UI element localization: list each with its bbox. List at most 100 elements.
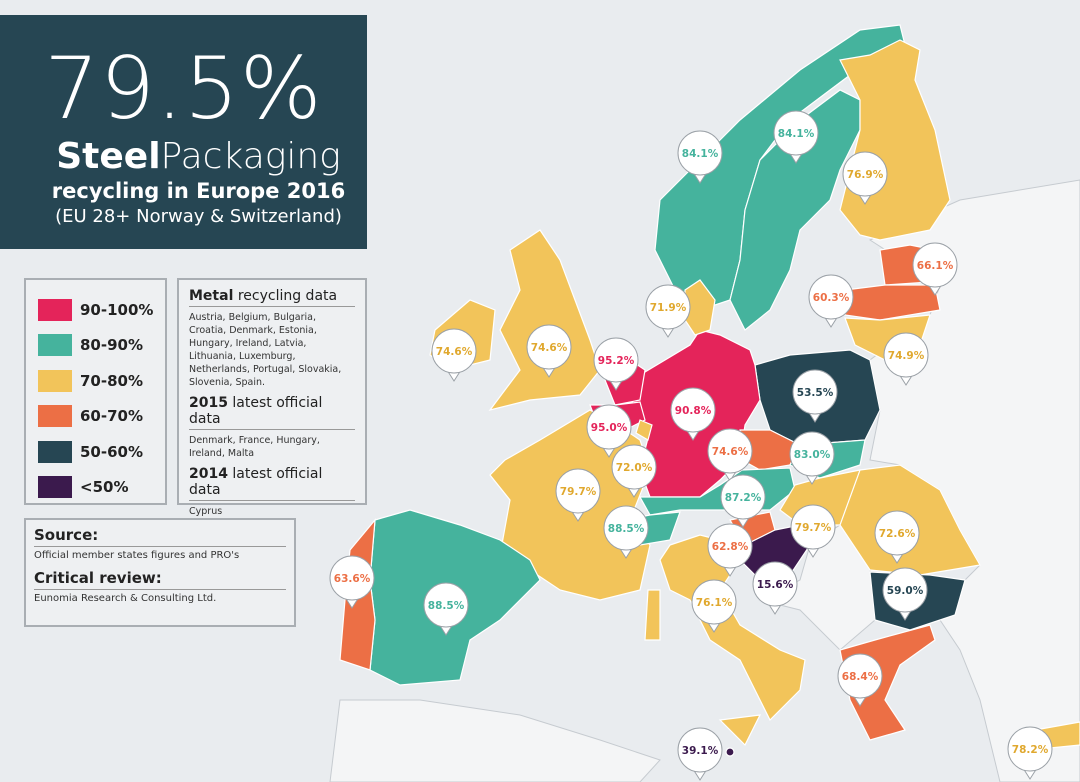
marker-label: 84.1% [778, 128, 815, 140]
marker: 72.6% [874, 510, 920, 564]
marker: 68.4% [837, 653, 883, 707]
marker: 71.9% [645, 284, 691, 338]
headline-number: 79.5% [44, 39, 323, 139]
section-title-bold: Metal [189, 288, 234, 304]
africa-land [329, 699, 661, 782]
sweden [729, 89, 861, 331]
marker-label: 79.7% [560, 486, 597, 498]
marker-label: 74.6% [436, 346, 473, 358]
marker-label: 59.0% [887, 585, 924, 597]
united-kingdom [488, 229, 601, 411]
marker: 88.5% [603, 505, 649, 559]
legend-label: 50-60% [80, 442, 144, 461]
marker: 74.6% [707, 428, 753, 482]
marker-bubble [593, 337, 639, 383]
marker: 90.8% [670, 387, 716, 441]
marker: 53.5% [792, 369, 838, 423]
marker-bubble [586, 404, 632, 450]
marker-label: 76.9% [847, 169, 884, 181]
marker: 95.2% [593, 337, 639, 391]
legend-swatch [38, 298, 72, 321]
marker: 84.1% [677, 130, 723, 184]
title: SteelPackaging [30, 137, 367, 177]
marker-bubble [707, 523, 753, 569]
luxembourg [635, 419, 653, 441]
marker: 74.6% [431, 328, 477, 382]
marker-bubble [752, 561, 798, 607]
source-box: Source: Official member states figures a… [24, 518, 296, 627]
marker: 79.7% [790, 504, 836, 558]
marker-bubble [555, 468, 601, 514]
marker-bubble [670, 387, 716, 433]
marker-label: 95.0% [591, 422, 628, 434]
legend-swatch [38, 440, 72, 463]
legend-swatch [38, 334, 72, 357]
marker-label: 15.6% [757, 579, 794, 591]
legend-swatch [38, 405, 72, 428]
legend-label: 90-100% [80, 300, 154, 319]
latvia [844, 284, 941, 321]
marker: 59.0% [882, 567, 928, 621]
marker-bubble [677, 727, 723, 773]
marker-bubble [691, 579, 737, 625]
marker-bubble [526, 324, 572, 370]
marker: 95.0% [586, 404, 632, 458]
marker: 76.1% [691, 579, 737, 633]
marker-label: 63.6% [334, 573, 371, 585]
marker-label: 78.2% [1012, 744, 1049, 756]
marker: 84.1% [773, 110, 819, 164]
marker-bubble [720, 474, 766, 520]
marker-label: 62.8% [712, 541, 749, 553]
marker-label: 66.1% [917, 260, 954, 272]
marker-label: 68.4% [842, 671, 879, 683]
legend-label: <50% [80, 478, 129, 497]
source-label: Source: [34, 526, 286, 547]
sicily [718, 714, 762, 747]
legend-row: 90-100% [38, 292, 165, 328]
marker-bubble [789, 431, 835, 477]
marker-bubble [1007, 726, 1053, 772]
legend-label: 80-90% [80, 336, 144, 355]
title-bold: Steel [56, 136, 161, 177]
marker-bubble [677, 130, 723, 176]
marker-label: 74.9% [888, 350, 925, 362]
review-text: Eunomia Research & Consulting Ltd. [34, 593, 217, 604]
header: 79.5% SteelPackaging recycling in Europe… [0, 15, 367, 249]
marker-bubble [842, 151, 888, 197]
section-title: 2015 latest official data [189, 395, 355, 430]
marker: 88.5% [423, 582, 469, 636]
marker: 74.6% [526, 324, 572, 378]
legend-swatch [38, 476, 72, 499]
legend-row: 50-60% [38, 434, 165, 470]
note: (EU 28+ Norway & Switzerland) [55, 206, 342, 227]
marker-label: 84.1% [682, 148, 719, 160]
legend-label: 60-70% [80, 407, 144, 426]
marker-label: 72.0% [616, 462, 653, 474]
marker-label: 71.9% [650, 302, 687, 314]
info-box: Metal recycling data Austria, Belgium, Bu… [177, 278, 367, 517]
marker: 15.6% [752, 561, 798, 615]
marker-bubble [611, 444, 657, 490]
marker-label: 88.5% [428, 600, 465, 612]
review-label: Critical review: [34, 569, 286, 590]
marker-label: 76.1% [696, 597, 733, 609]
source-text: Official member states figures and PRO's [34, 550, 240, 561]
marker: 39.1% [677, 727, 723, 781]
section-title-rest: latest official data [189, 466, 323, 498]
finland [839, 39, 951, 241]
marker: 72.0% [611, 444, 657, 498]
marker: 74.9% [883, 332, 929, 386]
legend-row: 70-80% [38, 363, 165, 399]
marker-bubble [773, 110, 819, 156]
marker: 79.7% [555, 468, 601, 522]
section-title: Metal recycling data [189, 288, 355, 307]
marker-label: 90.8% [675, 405, 712, 417]
marker-label: 95.2% [598, 355, 635, 367]
marker-bubble [792, 369, 838, 415]
legend-label: 70-80% [80, 371, 144, 390]
marker-bubble [837, 653, 883, 699]
section-title-bold: 2014 [189, 466, 228, 482]
marker: 76.9% [842, 151, 888, 205]
